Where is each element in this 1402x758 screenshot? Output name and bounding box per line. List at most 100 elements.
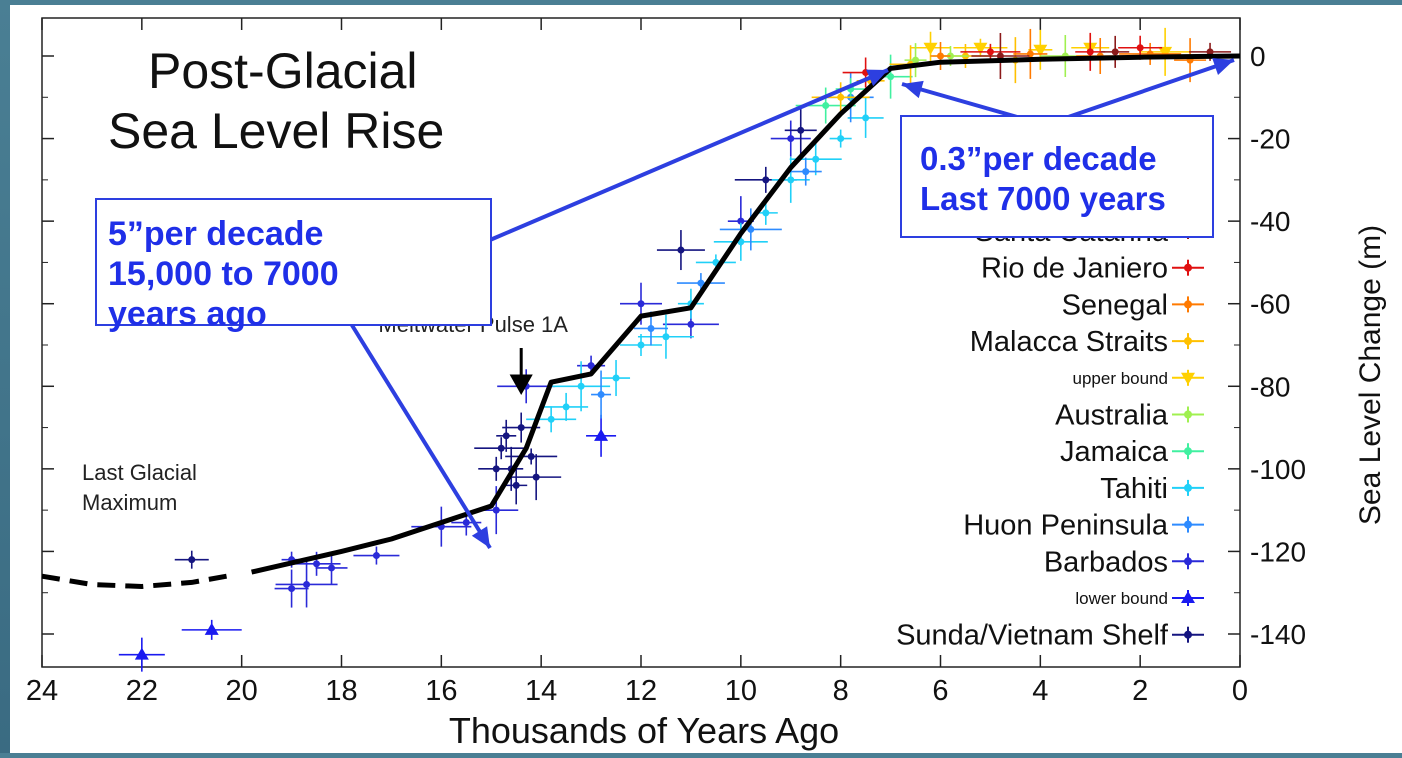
marker-dot	[647, 324, 655, 332]
data-point	[784, 106, 817, 155]
data-point	[274, 569, 309, 608]
chart-title-line-2: Sea Level Rise	[108, 103, 444, 159]
data-point	[505, 466, 528, 505]
legend-item: Barbados	[1044, 546, 1204, 578]
data-point	[586, 414, 617, 457]
x-tick-label: 20	[226, 675, 258, 707]
marker-dot	[372, 552, 380, 560]
annotation-meltwater-arrow	[509, 348, 533, 396]
marker-dot	[862, 114, 870, 122]
data-points	[118, 27, 1232, 672]
marker-dot	[697, 279, 705, 287]
data-point	[930, 42, 951, 70]
data-point	[1075, 32, 1106, 71]
annotation-last-glacial-line-2: Maximum	[82, 490, 177, 515]
legend-marker-dot	[1184, 630, 1192, 639]
marker-dot	[837, 93, 845, 101]
legend-marker-dot	[1184, 410, 1192, 419]
x-tick-label: 22	[126, 675, 158, 707]
marker-dot	[797, 126, 805, 134]
legend-item: Malacca Straits	[970, 326, 1204, 358]
legend-marker-dot	[1184, 447, 1192, 456]
marker-dot	[996, 52, 1004, 60]
marker-dot	[512, 481, 520, 489]
data-point	[118, 637, 165, 672]
marker-dot	[677, 246, 685, 254]
legend-marker-dot	[1184, 337, 1192, 346]
marker-triangle-down	[1158, 46, 1173, 59]
legend-item: Sunda/Vietnam Shelf	[896, 620, 1204, 652]
marker-dot	[1206, 48, 1214, 56]
data-point	[315, 551, 348, 584]
data-point	[910, 31, 951, 64]
callout-arrow-to-7k	[489, 68, 889, 242]
y-tick-label: -140	[1250, 619, 1306, 650]
chart-title-line-1: Post-Glacial	[148, 43, 418, 99]
marker-dot	[802, 168, 810, 176]
callout-early-line-2: 15,000 to 7000	[108, 255, 339, 293]
y-tick-label: 0	[1250, 41, 1266, 72]
annotation-last-glacial-line-1: Last Glacial	[82, 460, 197, 485]
data-point	[620, 334, 662, 356]
legend-item: lower bound	[1075, 589, 1204, 608]
marker-dot	[188, 556, 196, 564]
data-point	[181, 619, 242, 640]
legend-label: Barbados	[1044, 546, 1168, 578]
marker-dot	[762, 176, 770, 184]
x-tick-label: 10	[725, 675, 757, 707]
y-tick-label: -60	[1250, 289, 1290, 320]
callout-box-recent-rate: 0.3”per decade Last 7000 years	[900, 115, 1214, 238]
data-point	[174, 550, 209, 569]
y-tick-label: -80	[1250, 371, 1290, 402]
y-tick-label: -120	[1250, 536, 1306, 567]
marker-dot	[787, 135, 795, 143]
x-tick-label: 18	[325, 675, 357, 707]
legend-item: Rio de Janiero	[981, 253, 1204, 285]
data-point	[633, 311, 668, 346]
marker-dot	[986, 48, 994, 56]
marker-dot	[812, 155, 820, 163]
legend-label: Huon Peninsula	[963, 510, 1169, 542]
legend-marker-dot	[1184, 300, 1192, 309]
x-tick-label: 4	[1032, 675, 1048, 707]
data-point	[719, 208, 782, 251]
legend-marker-dot	[1184, 557, 1192, 566]
marker-dot	[762, 209, 770, 217]
axes: 24 22 20 18 16 14 12 10 8 6 4 2 00-20-40-60-80-100-1…	[26, 17, 1306, 707]
marker-triangle-up	[204, 622, 219, 635]
data-point	[1101, 35, 1130, 68]
legend-item: Huon Peninsula	[963, 510, 1204, 542]
marker-dot	[517, 424, 525, 432]
marker-dot	[303, 580, 311, 588]
trend-line-solid	[251, 53, 1241, 575]
legend-item: Australia	[1055, 400, 1204, 432]
marker-dot	[492, 465, 500, 473]
legend-marker-triangle-up	[1181, 591, 1195, 603]
marker-dot	[587, 362, 595, 370]
callout-early-line-3: years ago	[108, 295, 267, 333]
data-point	[637, 314, 694, 359]
data-point	[770, 120, 811, 157]
legend-item: Tahiti	[1100, 473, 1204, 505]
marker-dot	[837, 135, 845, 143]
marker-triangle-up	[134, 647, 149, 660]
legend-item: Senegal	[1062, 289, 1204, 321]
marker-dot	[497, 444, 505, 452]
y-tick-label: -40	[1250, 206, 1290, 237]
legend-label: Sunda/Vietnam Shelf	[896, 620, 1169, 652]
data-point	[591, 370, 612, 419]
marker-triangle-up	[594, 428, 609, 441]
marker-dot	[313, 560, 321, 568]
marker-triangle-down	[923, 42, 938, 55]
marker-dot	[597, 391, 605, 399]
legend-label: Rio de Janiero	[981, 253, 1168, 285]
data-point	[829, 129, 852, 148]
legend-marker-dot	[1184, 483, 1192, 492]
legend-item: Jamaica	[1060, 436, 1204, 468]
marker-dot	[1086, 48, 1094, 56]
callout-arrow-recent-left-head	[902, 80, 924, 99]
trend-line-group	[41, 53, 1241, 590]
x-tick-label: 6	[932, 675, 948, 707]
marker-dot	[662, 333, 670, 341]
